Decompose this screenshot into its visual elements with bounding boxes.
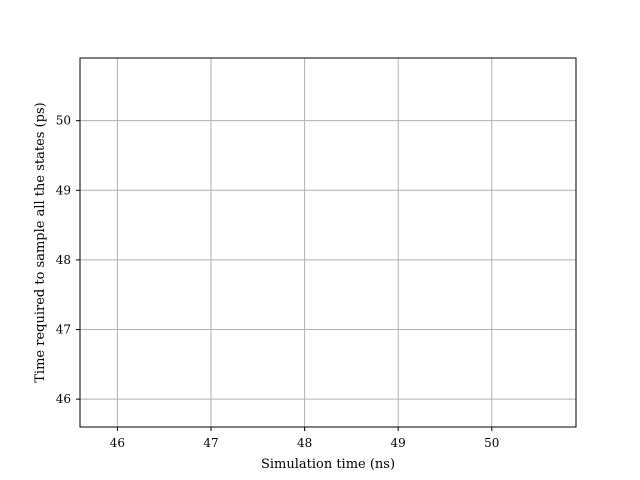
x-axis-label: Simulation time (ns) xyxy=(261,457,395,472)
y-tick-label: 48 xyxy=(56,253,71,267)
x-tick-label: 48 xyxy=(297,436,312,450)
grid xyxy=(80,58,576,427)
y-tick-label: 50 xyxy=(56,114,71,128)
x-tick-label: 46 xyxy=(110,436,125,450)
y-axis-label: Time required to sample all the states (… xyxy=(33,102,48,382)
y-tick-label: 46 xyxy=(56,392,71,406)
plot-frame xyxy=(79,57,577,428)
y-tick-label: 47 xyxy=(56,323,71,337)
x-tick-label: 47 xyxy=(203,436,218,450)
y-tick-label: 49 xyxy=(56,183,71,197)
x-tick-label: 49 xyxy=(391,436,406,450)
x-tick-label: 50 xyxy=(484,436,499,450)
plot-background xyxy=(80,58,576,427)
y-axis: 46 47 48 49 50 xyxy=(56,114,80,406)
x-axis: 46 47 48 49 50 xyxy=(110,427,499,450)
